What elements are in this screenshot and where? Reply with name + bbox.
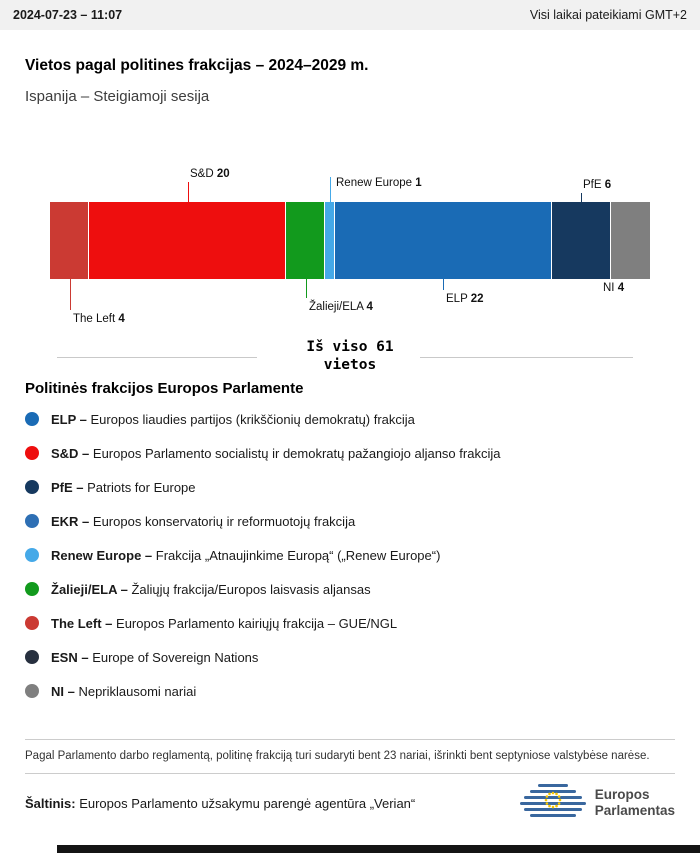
header-timezone-note: Visi laikai pateikiami GMT+2 — [529, 8, 687, 22]
total-seats-line2: vietos — [323, 357, 377, 373]
header-datetime: 2024-07-23 – 11:07 — [13, 8, 123, 22]
legend-item-alieji-ela: Žalieji/ELA – Žaliųjų frakcija/Europos l… — [25, 581, 675, 597]
source-text: Šaltinis: Europos Parlamento užsakymu pa… — [25, 796, 415, 811]
bottom-strip — [57, 845, 700, 853]
logo-line2: Parlamentas — [594, 802, 675, 818]
legend-item-ekr: EKR – Europos konservatorių ir reformuot… — [25, 513, 675, 529]
seat-distribution-chart: The Left 4 S&D 20 Žalieji/ELA 4 Renew Europ… — [0, 162, 700, 380]
renew-europe-color-dot — [25, 548, 39, 562]
european-parliament-logo: Europos Parlamentas — [519, 783, 675, 822]
pfe-color-dot — [25, 480, 39, 494]
page-title: Vietos pagal politines frakcijas – 2024–… — [25, 57, 369, 74]
total-seats-line1: Iš viso 61 — [306, 339, 394, 355]
callout-label-pfe: PfE 6 — [583, 179, 612, 191]
divider-top — [25, 739, 675, 740]
footnote: Pagal Parlamento darbo reglamentą, polit… — [25, 750, 650, 762]
faction-description: S&D – Europos Parlamento socialistų ir d… — [51, 445, 501, 461]
source-label: Šaltinis: — [25, 795, 76, 811]
legend-item-ni: NI – Nepriklausomi nariai — [25, 683, 675, 699]
bar-segment-elp — [335, 202, 552, 279]
callout-label-s-d: S&D 20 — [190, 168, 230, 180]
faction-description: ELP – Europos liaudies partijos (krikšči… — [51, 411, 415, 427]
elp-color-dot — [25, 412, 39, 426]
total-divider-right — [420, 357, 633, 358]
legend-item-elp: ELP – Europos liaudies partijos (krikšči… — [25, 411, 675, 427]
callout-label-renew-europe: Renew Europe 1 — [336, 177, 422, 189]
divider-bottom — [25, 772, 675, 774]
ekr-color-dot — [25, 514, 39, 528]
legend-item-pfe: PfE – Patriots for Europe — [25, 479, 675, 495]
legend-heading: Politinės frakcijos Europos Parlamente — [25, 380, 304, 397]
faction-description: Renew Europe – Frakcija „Atnaujinkime Eu… — [51, 547, 441, 563]
total-divider-left — [57, 357, 257, 358]
legend-item-the-left: The Left – Europos Parlamento kairiųjų f… — [25, 615, 675, 631]
page-subtitle: Ispanija – Steigiamoji sesija — [25, 88, 210, 105]
faction-description: The Left – Europos Parlamento kairiųjų f… — [51, 615, 398, 631]
callout-line-pfe — [581, 193, 582, 202]
bar-segment-renew-europe — [325, 202, 336, 279]
stacked-bar — [50, 202, 650, 279]
faction-description: Žalieji/ELA – Žaliųjų frakcija/Europos l… — [51, 581, 371, 597]
callout-label-the-left: The Left 4 — [73, 313, 125, 325]
callout-line-alieji-ela — [306, 279, 307, 298]
the-left-color-dot — [25, 616, 39, 630]
callout-label-ni: NI 4 — [603, 282, 625, 294]
ni-color-dot — [25, 684, 39, 698]
faction-description: EKR – Europos konservatorių ir reformuot… — [51, 513, 356, 529]
s-d-color-dot — [25, 446, 39, 460]
legend-list: ELP – Europos liaudies partijos (krikšči… — [25, 411, 675, 699]
faction-description: NI – Nepriklausomi nariai — [51, 683, 197, 699]
header-bar: 2024-07-23 – 11:07 Visi laikai pateikiam… — [0, 0, 700, 30]
source-agency: Europos Parlamento užsakymu parengė agen… — [79, 795, 416, 811]
total-seats-label: Iš viso 61 vietos — [0, 338, 700, 374]
faction-description: PfE – Patriots for Europe — [51, 479, 196, 495]
callout-line-the-left — [70, 279, 71, 310]
bar-segment-s-d — [89, 202, 287, 279]
bar-segment-the-left — [50, 202, 90, 279]
bar-segment-alieji-ela — [286, 202, 326, 279]
alieji-ela-color-dot — [25, 582, 39, 596]
callout-line-elp — [443, 279, 444, 290]
faction-description: ESN – Europe of Sovereign Nations — [51, 649, 259, 665]
bar-segment-ni — [610, 202, 650, 279]
bar-segment-pfe — [551, 202, 611, 279]
callout-label-elp: ELP 22 — [446, 293, 484, 305]
logo-line1: Europos — [594, 786, 650, 802]
logo-wordmark: Europos Parlamentas — [595, 787, 675, 819]
callout-label-alieji-ela: Žalieji/ELA 4 — [309, 301, 373, 313]
legend-item-esn: ESN – Europe of Sovereign Nations — [25, 649, 675, 665]
legend-item-renew-europe: Renew Europe – Frakcija „Atnaujinkime Eu… — [25, 547, 675, 563]
callout-line-s-d — [188, 182, 189, 202]
source-row: Šaltinis: Europos Parlamento užsakymu pa… — [25, 782, 675, 824]
ep-hemicycle-icon — [519, 783, 586, 817]
esn-color-dot — [25, 650, 39, 664]
callout-line-renew-europe — [330, 177, 331, 202]
legend-item-s-d: S&D – Europos Parlamento socialistų ir d… — [25, 445, 675, 461]
